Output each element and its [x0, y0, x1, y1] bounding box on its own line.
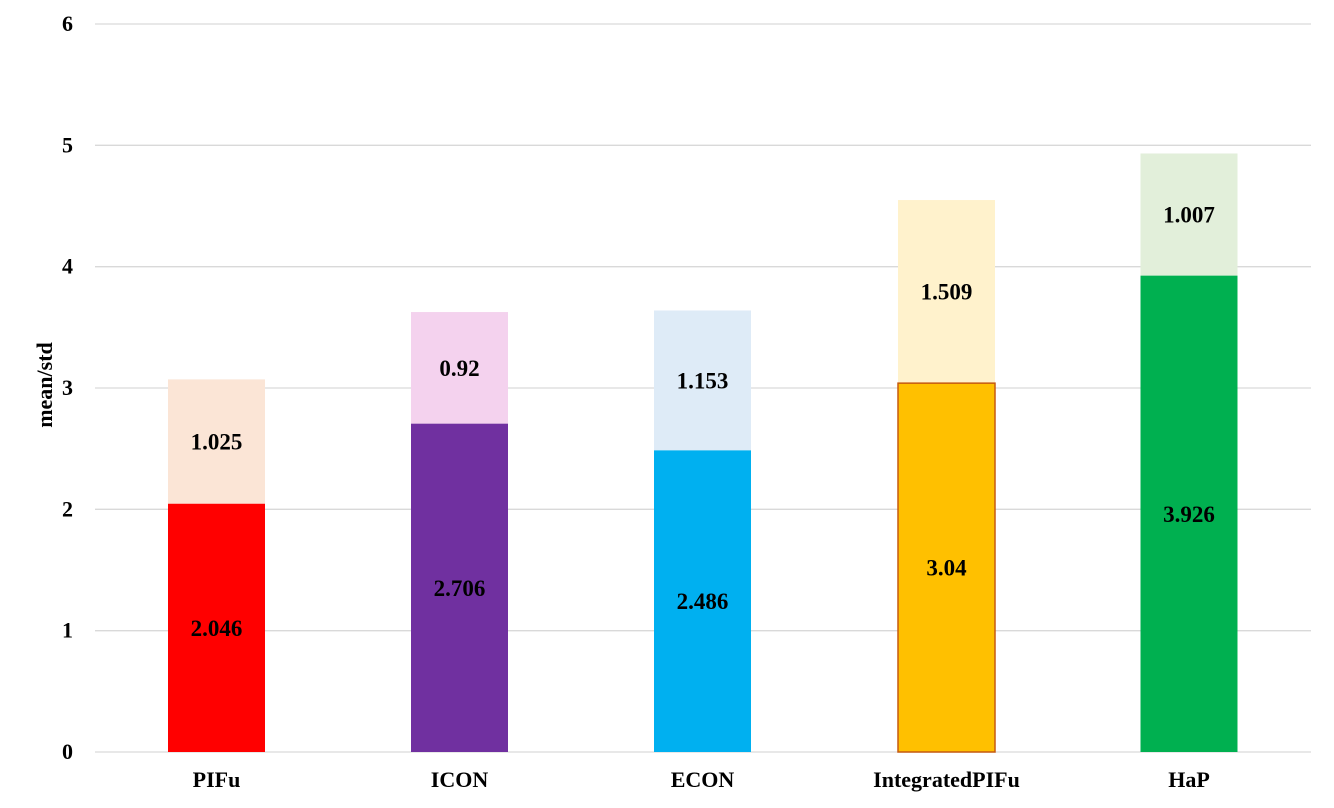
y-axis-title: mean/std [32, 342, 57, 428]
x-category-label: ICON [431, 767, 489, 792]
bar-segment-top [1140, 153, 1238, 276]
x-axis: PIFu ICON ECON IntegratedPIFu HaP [193, 767, 1210, 792]
y-tick-label: 4 [62, 254, 73, 279]
y-tick-label: 0 [62, 739, 73, 764]
data-label-bottom: 3.926 [1163, 502, 1215, 527]
y-tick-label: 3 [62, 375, 73, 400]
data-label-bottom: 2.486 [677, 589, 729, 614]
data-label-bottom: 3.04 [926, 556, 967, 581]
bar-segment-bottom [897, 382, 996, 753]
y-tick-label: 5 [62, 132, 73, 157]
bar-segment-top [898, 200, 995, 384]
bars [168, 153, 1238, 753]
data-label-top: 1.509 [921, 280, 973, 305]
bar-segment-bottom [411, 423, 508, 752]
data-label-top: 0.92 [439, 356, 479, 381]
bar-segment-top [654, 310, 751, 451]
x-category-label: ECON [671, 767, 735, 792]
y-tick-label: 1 [62, 618, 73, 643]
data-label-top: 1.007 [1163, 203, 1215, 228]
y-tick-label: 2 [62, 496, 73, 521]
bar-segment-bottom [654, 450, 751, 752]
data-label-bottom: 2.706 [434, 576, 486, 601]
x-category-label: IntegratedPIFu [873, 767, 1020, 792]
bar-segment-top [168, 379, 265, 504]
data-label-bottom: 2.046 [191, 616, 243, 641]
y-tick-label: 6 [62, 11, 73, 36]
bar-segment-bottom [168, 503, 265, 752]
bar-segment-bottom [1140, 275, 1238, 752]
data-labels: 2.046 1.025 2.706 0.92 2.486 1.153 3.04 1.509 3.… [191, 203, 1215, 641]
bar-segment-top [411, 312, 508, 424]
data-label-top: 1.153 [677, 368, 729, 393]
x-category-label: PIFu [193, 767, 241, 792]
x-category-label: HaP [1168, 767, 1210, 792]
data-label-top: 1.025 [191, 430, 243, 455]
y-axis: 0 1 2 3 4 5 6 [62, 11, 73, 764]
